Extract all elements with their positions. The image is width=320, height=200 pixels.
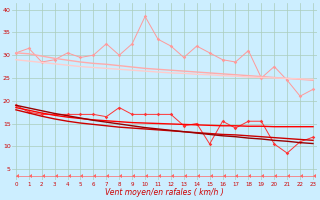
X-axis label: Vent moyen/en rafales ( km/h ): Vent moyen/en rafales ( km/h ) [105,188,224,197]
